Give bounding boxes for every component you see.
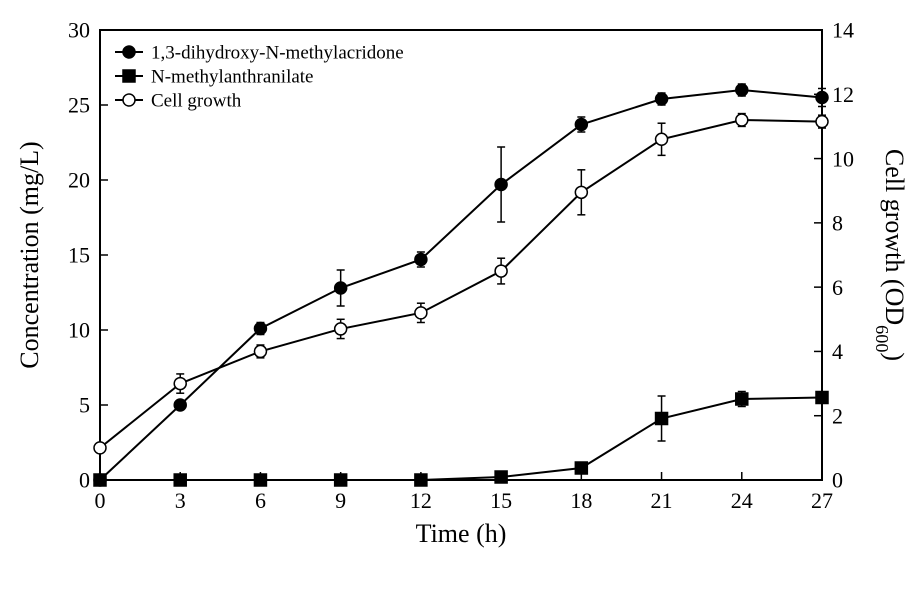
y-right-tick-label: 0 <box>832 468 843 493</box>
x-tick-label: 9 <box>335 488 346 513</box>
y-left-tick-label: 15 <box>68 243 90 268</box>
series-marker-s1 <box>575 119 587 131</box>
y-right-tick-label: 6 <box>832 275 843 300</box>
y-left-tick-label: 25 <box>68 93 90 118</box>
x-tick-label: 27 <box>811 488 833 513</box>
x-tick-label: 6 <box>255 488 266 513</box>
series-marker-s2 <box>656 413 668 425</box>
series-marker-s3 <box>816 116 828 128</box>
y-right-tick-label: 4 <box>832 339 843 364</box>
x-tick-label: 15 <box>490 488 512 513</box>
series-marker-s3 <box>495 265 507 277</box>
chart-bg <box>0 0 908 594</box>
chart-container: 036912151821242705101520253002468101214T… <box>0 0 908 594</box>
y-left-tick-label: 5 <box>79 393 90 418</box>
series-marker-s3 <box>415 307 427 319</box>
series-marker-s3 <box>94 442 106 454</box>
series-marker-s1 <box>495 179 507 191</box>
legend-marker <box>123 70 135 82</box>
legend-label: N-methylanthranilate <box>151 67 314 88</box>
series-marker-s2 <box>816 392 828 404</box>
y-left-tick-label: 0 <box>79 468 90 493</box>
x-axis-label: Time (h) <box>416 519 507 548</box>
series-marker-s2 <box>495 471 507 483</box>
x-tick-label: 21 <box>651 488 673 513</box>
x-tick-label: 24 <box>731 488 753 513</box>
series-marker-s3 <box>656 133 668 145</box>
chart-svg: 036912151821242705101520253002468101214T… <box>0 0 908 594</box>
legend-marker <box>123 46 135 58</box>
y-right-tick-label: 14 <box>832 18 854 43</box>
series-marker-s1 <box>415 254 427 266</box>
x-tick-label: 3 <box>175 488 186 513</box>
series-marker-s3 <box>736 114 748 126</box>
legend-marker <box>123 94 135 106</box>
y-left-tick-label: 30 <box>68 18 90 43</box>
y-right-tick-label: 12 <box>832 82 854 107</box>
y-right-tick-label: 8 <box>832 211 843 236</box>
y-left-tick-label: 20 <box>68 168 90 193</box>
legend-label: Cell growth <box>151 91 242 112</box>
series-marker-s2 <box>174 474 186 486</box>
series-marker-s3 <box>254 345 266 357</box>
series-marker-s1 <box>656 93 668 105</box>
series-marker-s3 <box>174 378 186 390</box>
series-marker-s1 <box>736 84 748 96</box>
x-tick-label: 12 <box>410 488 432 513</box>
x-tick-label: 0 <box>95 488 106 513</box>
series-marker-s1 <box>335 282 347 294</box>
series-marker-s2 <box>415 474 427 486</box>
legend-label: 1,3-dihydroxy-N-methylacridone <box>151 43 404 64</box>
series-marker-s2 <box>254 474 266 486</box>
x-tick-label: 18 <box>570 488 592 513</box>
series-marker-s2 <box>575 462 587 474</box>
series-marker-s1 <box>816 92 828 104</box>
series-marker-s1 <box>174 399 186 411</box>
y-right-tick-label: 2 <box>832 403 843 428</box>
series-marker-s3 <box>575 186 587 198</box>
y-right-tick-label: 10 <box>832 146 854 171</box>
series-marker-s2 <box>335 474 347 486</box>
series-marker-s1 <box>254 323 266 335</box>
y-left-tick-label: 10 <box>68 318 90 343</box>
series-marker-s3 <box>335 323 347 335</box>
series-marker-s2 <box>736 393 748 405</box>
series-marker-s2 <box>94 474 106 486</box>
y-left-axis-label: Concentration (mg/L) <box>15 141 44 368</box>
